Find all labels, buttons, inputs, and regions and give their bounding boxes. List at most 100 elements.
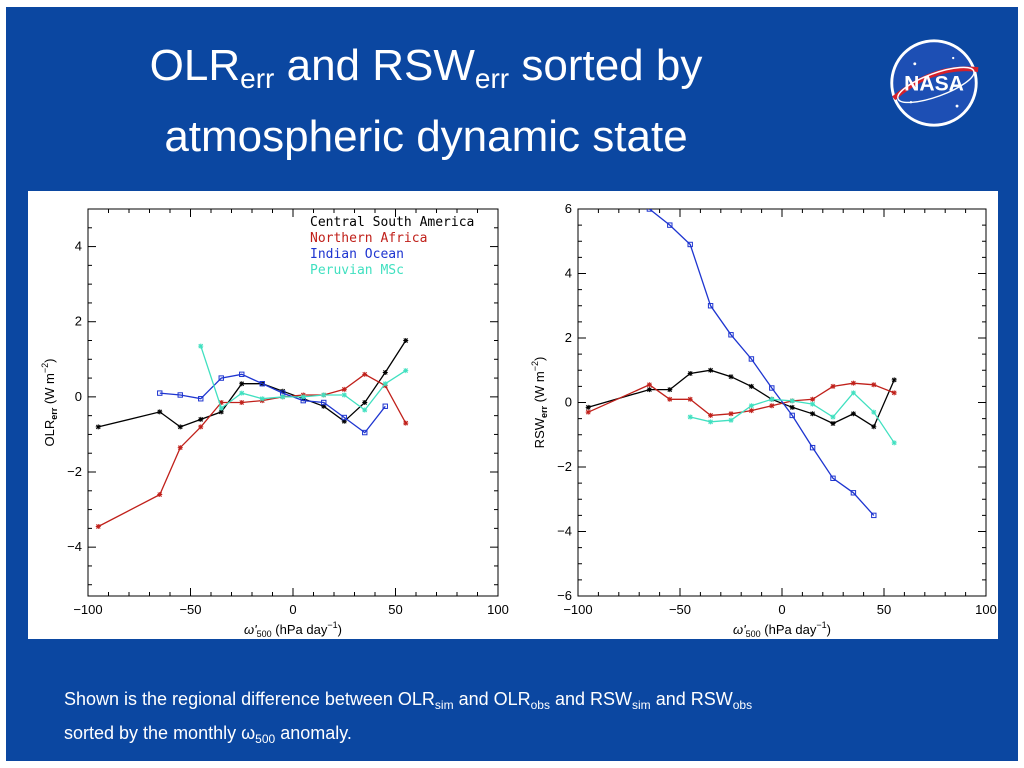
chart0-point-peruvian-msc <box>239 391 244 396</box>
chart1-ytick-label: −4 <box>557 524 572 539</box>
chart1-point-central-south-america <box>892 377 897 382</box>
chart0-point-central-south-america <box>178 424 183 429</box>
chart1-point-northern-africa <box>769 403 774 408</box>
chart1-point-central-south-america <box>667 387 672 392</box>
chart1-point-peruvian-msc <box>688 415 693 420</box>
chart0-series-central-south-america <box>98 341 406 427</box>
caption-sub-3: sim <box>632 698 651 712</box>
chart0-point-northern-africa <box>157 492 162 497</box>
chart1-xtick-label: 0 <box>778 602 785 617</box>
chart1-point-peruvian-msc <box>810 402 815 407</box>
chart0-point-peruvian-msc <box>342 392 347 397</box>
chart0-series-indian-ocean <box>160 374 385 432</box>
chart1-point-northern-africa <box>586 410 591 415</box>
chart1-point-central-south-america <box>851 411 856 416</box>
chart0-ytick-label: −2 <box>67 464 82 479</box>
chart0-xtick-label: −50 <box>179 602 201 617</box>
chart0-legend-item: Indian Ocean <box>310 247 404 262</box>
plot-panel: −100 −50 0 50 100 −4 −2 0 2 4 ω'500 (hPa day−1) OLR… <box>28 191 998 639</box>
chart0-point-central-south-america <box>239 381 244 386</box>
chart1-point-central-south-america <box>749 384 754 389</box>
caption-text-2: and OLR <box>454 689 531 709</box>
chart1-point-northern-africa <box>892 390 897 395</box>
chart1-point-northern-africa <box>810 397 815 402</box>
nasa-logo: NASA <box>886 35 982 131</box>
chart0-xtick-label: 0 <box>289 602 296 617</box>
chart0-point-northern-africa <box>362 372 367 377</box>
chart1-point-peruvian-msc <box>769 397 774 402</box>
nasa-logo-text: NASA <box>904 73 964 96</box>
chart0-point-central-south-america <box>383 370 388 375</box>
caption-sub-4: obs <box>733 698 752 712</box>
chart0-ytick-label: 2 <box>75 314 82 329</box>
chart1-point-central-south-america <box>708 368 713 373</box>
chart1-point-peruvian-msc <box>871 410 876 415</box>
chart0-point-peruvian-msc <box>198 344 203 349</box>
caption-sub-5: 500 <box>255 732 275 746</box>
chart1-point-central-south-america <box>810 411 815 416</box>
chart1-point-northern-africa <box>647 382 652 387</box>
chart1-point-central-south-america <box>831 421 836 426</box>
chart0-ytick-label: −4 <box>67 539 82 554</box>
title-olr: OLR <box>150 41 240 90</box>
chart1-ytick-label: 2 <box>565 330 572 345</box>
chart0-point-northern-africa <box>342 387 347 392</box>
caption-text-5: sorted by the monthly ω <box>64 723 255 743</box>
chart1-point-central-south-america <box>871 424 876 429</box>
caption-sub-1: sim <box>435 698 454 712</box>
chart0-point-peruvian-msc <box>321 392 326 397</box>
chart0-point-central-south-america <box>157 409 162 414</box>
chart0-legend-item: Peruvian MSc <box>310 263 404 278</box>
chart1-ylabel: RSWerr (W m−2) <box>530 357 549 449</box>
chart0-point-peruvian-msc <box>403 368 408 373</box>
chart0-point-peruvian-msc <box>280 394 285 399</box>
chart1-xtick-label: −50 <box>669 602 691 617</box>
title-line2: atmospheric dynamic state <box>164 112 687 161</box>
chart0-xtick-label: 100 <box>487 602 509 617</box>
chart0-point-northern-africa <box>198 424 203 429</box>
chart1-point-peruvian-msc <box>851 390 856 395</box>
chart0-frame <box>88 209 498 596</box>
chart0-legend-item: Central South America <box>310 215 474 230</box>
chart0-point-peruvian-msc <box>301 394 306 399</box>
chart1-point-northern-africa <box>831 384 836 389</box>
chart0-point-northern-africa <box>403 421 408 426</box>
chart0-point-northern-africa <box>96 524 101 529</box>
chart1-ytick-label: 0 <box>565 395 572 410</box>
slide-background: OLRerr and RSWerr sorted by atmospheric … <box>6 7 1018 761</box>
chart0-series-northern-africa <box>98 374 406 526</box>
chart1-point-peruvian-msc <box>831 415 836 420</box>
chart0-ylabel: OLRerr (W m−2) <box>40 358 59 446</box>
title-olr-sub: err <box>240 63 274 94</box>
chart1-point-northern-africa <box>729 411 734 416</box>
chart0-ytick-label: 0 <box>75 389 82 404</box>
chart0-xlabel: ω'500 (hPa day−1) <box>244 620 342 639</box>
chart1-ytick-label: −2 <box>557 459 572 474</box>
chart1-point-northern-africa <box>871 382 876 387</box>
chart1-point-peruvian-msc <box>749 403 754 408</box>
chart0-point-peruvian-msc <box>219 406 224 411</box>
chart1-series-indian-ocean <box>649 209 873 515</box>
title-rsw: and RSW <box>274 41 475 90</box>
rsw-chart: −100 −50 0 50 100 −6 −4 −2 0 2 4 6 ω'500 (hPa day−1)… <box>513 191 998 639</box>
chart1-xlabel: ω'500 (hPa day−1) <box>733 620 831 639</box>
chart1-point-central-south-america <box>790 405 795 410</box>
chart1-ytick-label: 6 <box>565 201 572 216</box>
chart0-point-northern-africa <box>239 400 244 405</box>
chart0-point-central-south-america <box>198 417 203 422</box>
chart1-point-peruvian-msc <box>790 398 795 403</box>
chart0-ytick-label: 4 <box>75 239 82 254</box>
chart1-point-peruvian-msc <box>892 440 897 445</box>
chart1-point-central-south-america <box>647 387 652 392</box>
chart1-point-northern-africa <box>667 397 672 402</box>
caption-text-4: and RSW <box>651 689 733 709</box>
chart1-point-northern-africa <box>708 413 713 418</box>
chart0-point-peruvian-msc <box>260 396 265 401</box>
chart0-xtick-label: 50 <box>388 602 402 617</box>
chart0-point-central-south-america <box>96 424 101 429</box>
chart1-point-northern-africa <box>749 408 754 413</box>
title-rsw-sub: err <box>475 63 509 94</box>
chart1-point-northern-africa <box>851 381 856 386</box>
chart0-point-central-south-america <box>362 400 367 405</box>
caption-sub-2: obs <box>531 698 550 712</box>
